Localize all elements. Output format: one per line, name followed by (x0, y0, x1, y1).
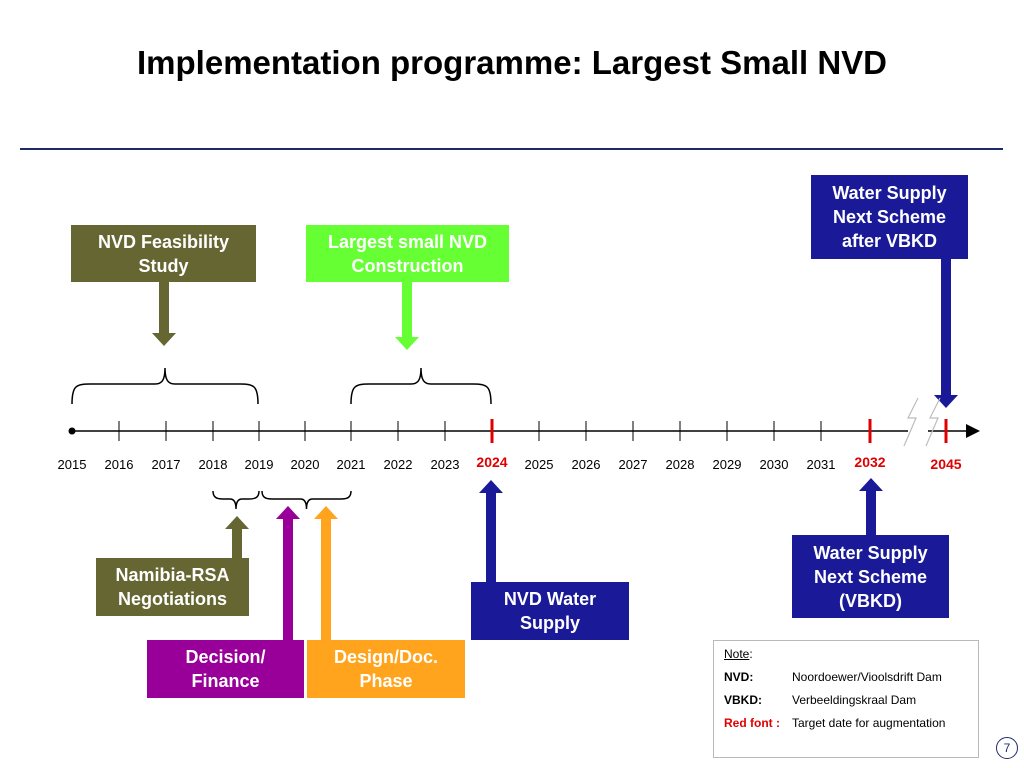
construction-arrow (395, 282, 419, 350)
page-number: 7 (996, 737, 1018, 759)
nvd-supply-arrow (479, 480, 503, 582)
timeline-break-mark (925, 397, 941, 447)
year-label-2029: 2029 (713, 457, 742, 472)
year-label-2018: 2018 (199, 457, 228, 472)
next-scheme-after-vbkd-box: Water Supply Next Scheme after VBKD (811, 175, 968, 259)
decision-finance-box: Decision/ Finance (147, 640, 304, 698)
year-label-2028: 2028 (666, 457, 695, 472)
next-scheme-arrow (934, 259, 958, 408)
year-label-2021: 2021 (337, 457, 366, 472)
design-doc-phase-box: Design/Doc. Phase (307, 640, 465, 698)
year-label-2045: 2045 (930, 456, 961, 472)
note-key-red-font: Red font : (724, 716, 780, 730)
note-colon: : (749, 647, 753, 661)
slide-title: Implementation programme: Largest Small … (137, 44, 887, 81)
year-label-2015: 2015 (58, 457, 87, 472)
negotiations-arrow (225, 516, 249, 558)
year-label-2030: 2030 (760, 457, 789, 472)
decision-design-brace (261, 490, 352, 510)
nvd-water-supply-box: NVD Water Supply (471, 582, 629, 640)
year-label-2017: 2017 (152, 457, 181, 472)
vbkd-supply-arrow (859, 478, 883, 535)
feasibility-study-box: NVD Feasibility Study (71, 225, 256, 282)
feasibility-brace (71, 367, 259, 405)
note-box: Note: NVD: Noordoewer/Vioolsdrift Dam VB… (713, 640, 979, 758)
vbkd-water-supply-box: Water Supply Next Scheme (VBKD) (792, 535, 949, 618)
year-label-2026: 2026 (572, 457, 601, 472)
timeline-start-dot (68, 427, 76, 435)
note-key-vbkd: VBKD (724, 693, 759, 707)
year-label-2016: 2016 (105, 457, 134, 472)
namibia-rsa-negotiations-box: Namibia-RSA Negotiations (96, 558, 249, 616)
year-label-2031: 2031 (807, 457, 836, 472)
year-label-2019: 2019 (245, 457, 274, 472)
title-divider (20, 148, 1003, 150)
decision-arrow (276, 506, 300, 640)
year-label-2027: 2027 (619, 457, 648, 472)
timeline-break-mark (903, 397, 919, 447)
note-value-red-font: Target date for augmentation (792, 716, 946, 730)
design-arrow (314, 506, 338, 640)
note-value-vbkd: Verbeeldingskraal Dam (792, 693, 917, 707)
negotiations-brace (212, 490, 260, 510)
note-heading: Note (724, 647, 750, 661)
note-value-nvd: Noordoewer/Vioolsdrift Dam (792, 670, 942, 684)
year-label-2022: 2022 (384, 457, 413, 472)
note-key-nvd: NVD (724, 670, 750, 684)
construction-box: Largest small NVD Construction (306, 225, 509, 282)
year-label-2023: 2023 (431, 457, 460, 472)
year-label-2025: 2025 (525, 457, 554, 472)
year-label-2032: 2032 (854, 454, 885, 470)
timeline-arrowhead (966, 424, 980, 438)
year-label-2024: 2024 (476, 454, 507, 470)
construction-brace (350, 367, 492, 405)
feasibility-arrow (152, 282, 176, 346)
year-label-2020: 2020 (291, 457, 320, 472)
